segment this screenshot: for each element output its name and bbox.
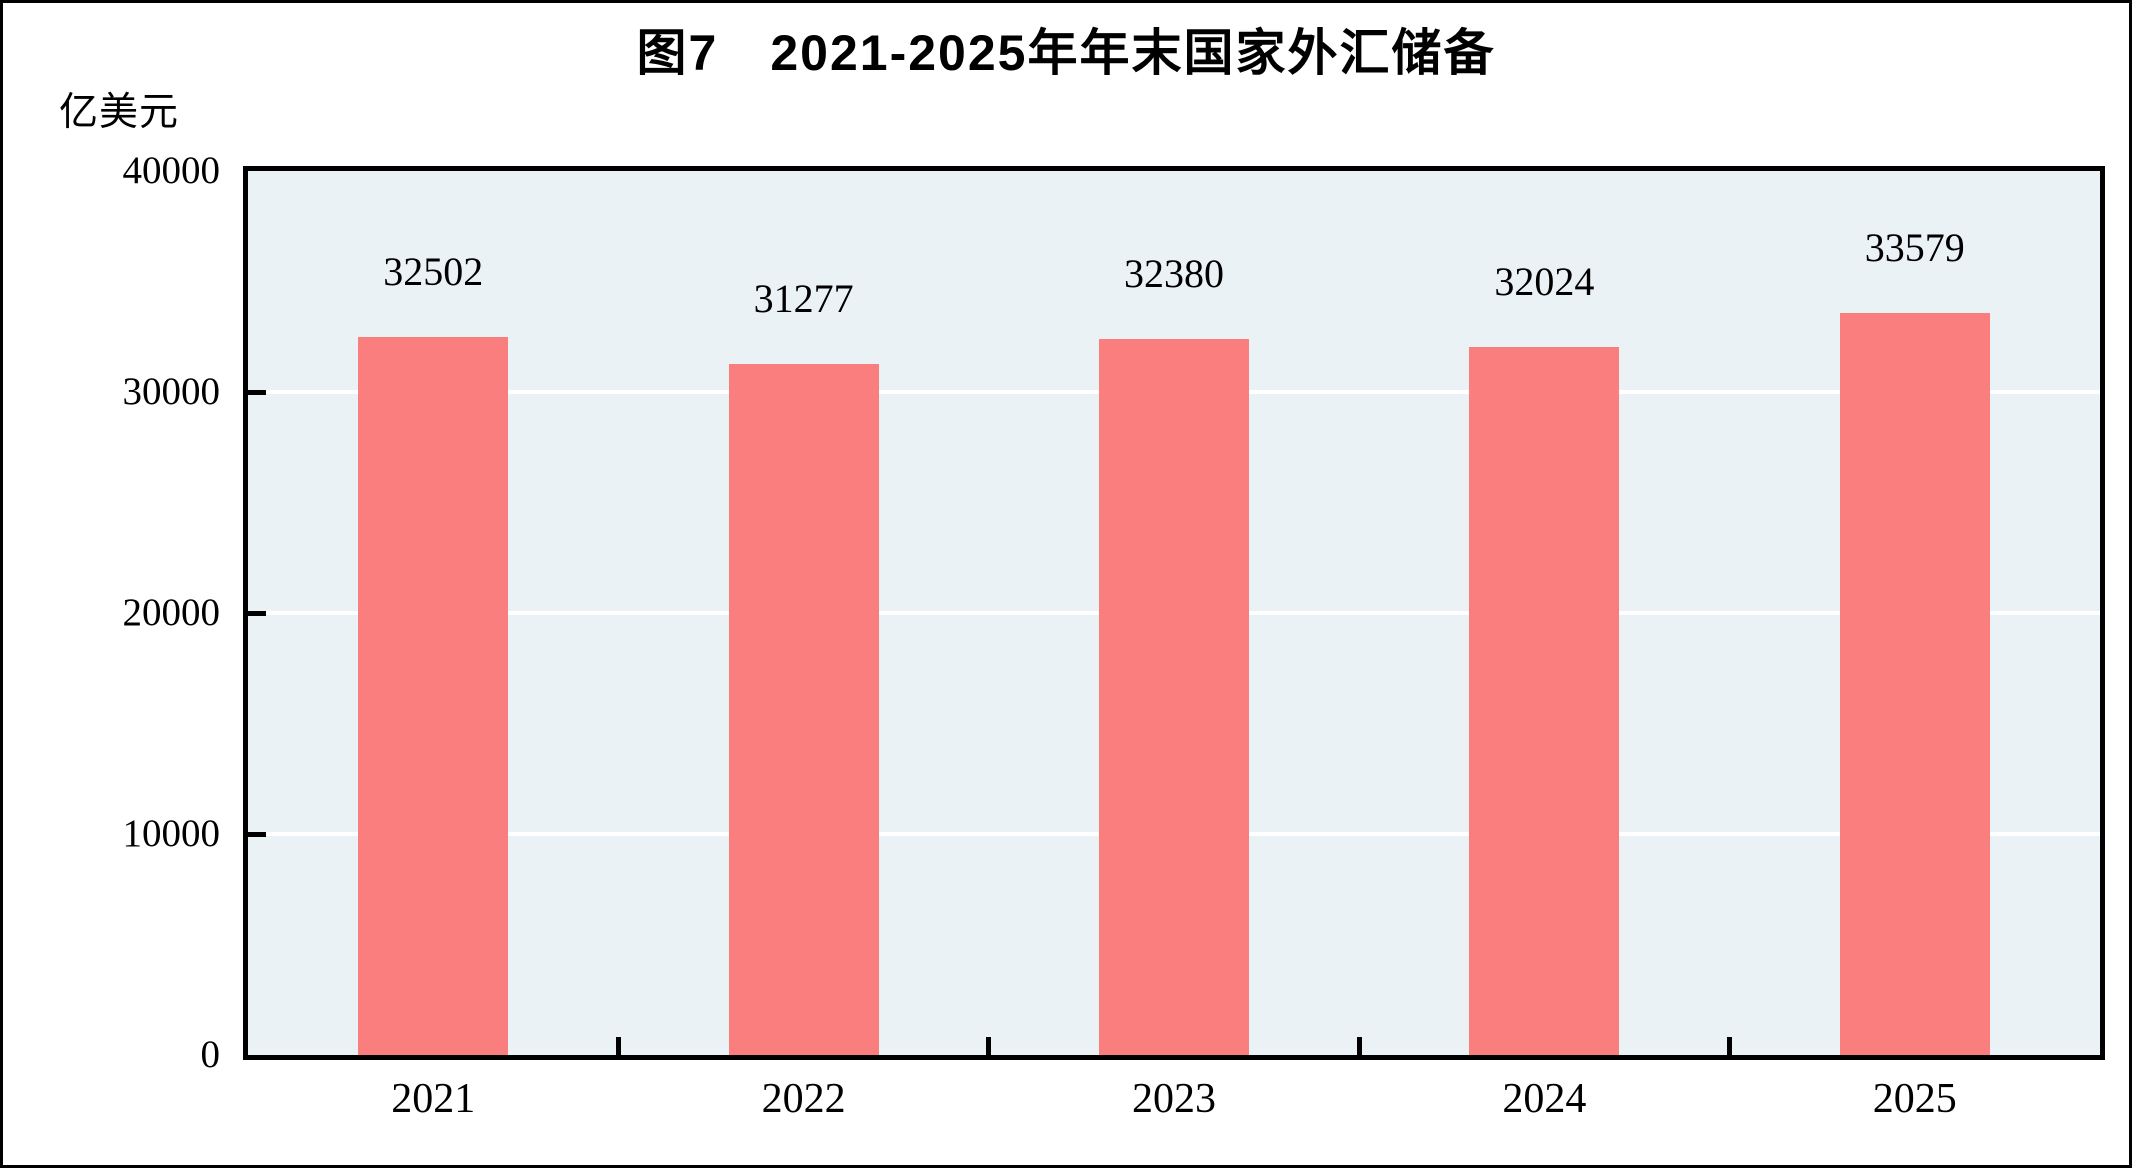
bar-value-label-2021: 32502 xyxy=(383,248,484,294)
bar-value-label-2024: 32024 xyxy=(1494,259,1595,305)
y-axis-tick-label: 20000 xyxy=(122,591,221,634)
y-axis-tick-label: 40000 xyxy=(122,149,221,192)
bar-2024 xyxy=(1469,347,1620,1055)
x-axis-label-2021: 2021 xyxy=(391,1076,476,1122)
bar-2025 xyxy=(1839,312,1990,1055)
bar-2022 xyxy=(728,363,879,1055)
y-axis-tick-label: 0 xyxy=(200,1033,221,1076)
bar-value-label-2025: 33579 xyxy=(1864,224,1965,270)
x-axis-tick xyxy=(986,1037,992,1055)
bar-value-label-2023: 32380 xyxy=(1124,251,1224,297)
y-axis-tick xyxy=(248,389,266,395)
bar-2023 xyxy=(1099,339,1249,1055)
y-axis-unit-label: 亿美元 xyxy=(59,91,180,134)
plot-area: 32502 31277 32380 32024 33579 xyxy=(243,166,2105,1060)
x-axis-label-2023: 2023 xyxy=(1132,1076,1216,1122)
x-axis-tick xyxy=(1356,1037,1362,1055)
x-axis-label-2025: 2025 xyxy=(1872,1076,1957,1122)
y-axis-tick xyxy=(248,831,266,837)
x-axis-tick xyxy=(1727,1037,1733,1055)
bar-value-label-2022: 31277 xyxy=(753,275,854,321)
chart-title: 图7 2021-2025年年末国家外汇储备 xyxy=(636,25,1496,81)
y-axis-tick-label: 30000 xyxy=(122,370,221,413)
plot-inner: 32502 31277 32380 32024 33579 xyxy=(248,171,2100,1055)
x-axis-label-2022: 2022 xyxy=(761,1076,846,1122)
y-axis-tick xyxy=(248,610,266,616)
y-axis-tick-label: 10000 xyxy=(122,812,221,855)
bar-2021 xyxy=(358,336,509,1055)
x-axis-tick xyxy=(615,1037,621,1055)
x-axis-label-2024: 2024 xyxy=(1502,1076,1587,1122)
